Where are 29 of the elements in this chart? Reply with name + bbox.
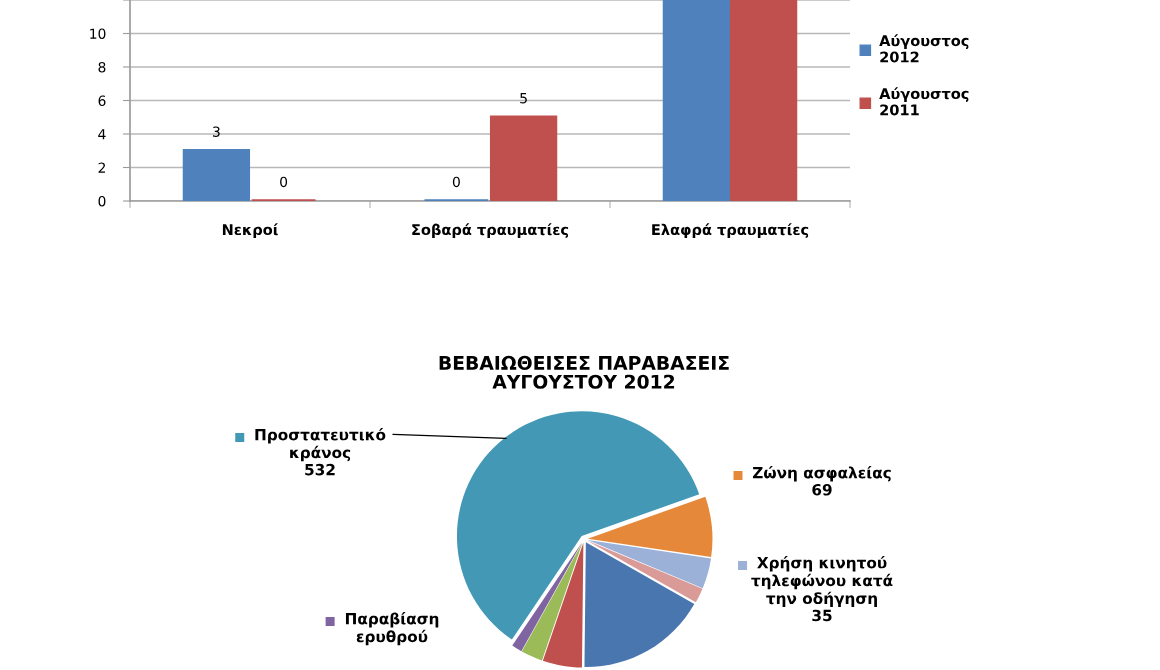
legend-label: Αύγουστος 2012	[879, 34, 969, 63]
y-tick-label: 0	[98, 195, 106, 207]
chart-title: ΒΕΒΑΙΩΘΕΙΣΕΣ ΠΑΡΑΒΑΣΕΙΣ ΑΥΓΟΥΣΤΟΥ 2012	[439, 355, 729, 389]
pie-slice	[521, 542, 583, 661]
legend-label: Προστατευτικό κράνος	[255, 428, 386, 462]
y-tick-label: 6	[98, 95, 106, 106]
x-tick-label: Σοβαρά τραυματίες	[412, 223, 569, 238]
legend-label: Ζώνη ασφαλείας	[752, 466, 891, 482]
y-tick-label: 10	[90, 28, 106, 39]
data-label: 532	[305, 463, 335, 476]
pie-slice	[542, 542, 584, 668]
x-tick-label: Ελαφρά τραυματίες	[652, 223, 809, 238]
pie-slice	[587, 496, 713, 558]
data-label: 35	[812, 609, 832, 622]
legend-label: Παραβίαση ερυθρού	[345, 612, 439, 646]
pie-slice	[512, 542, 583, 652]
y-tick-label: 2	[98, 162, 105, 173]
data-label: 0	[280, 176, 288, 188]
pie-slice	[584, 542, 695, 667]
y-tick-label: 4	[98, 129, 106, 140]
data-label: 0	[452, 176, 460, 188]
data-label: 3	[213, 126, 220, 137]
legend-label: Χρήση κινητού τηλεφώνου κατά την οδήγηση	[751, 556, 893, 608]
pie-slice	[587, 540, 711, 589]
x-tick-label: Νεκροί	[222, 223, 278, 238]
legend-label: Αύγουστος 2011	[879, 87, 969, 116]
data-label: 5	[520, 93, 527, 104]
data-label: 69	[812, 484, 832, 496]
y-tick-label: 8	[98, 61, 106, 73]
